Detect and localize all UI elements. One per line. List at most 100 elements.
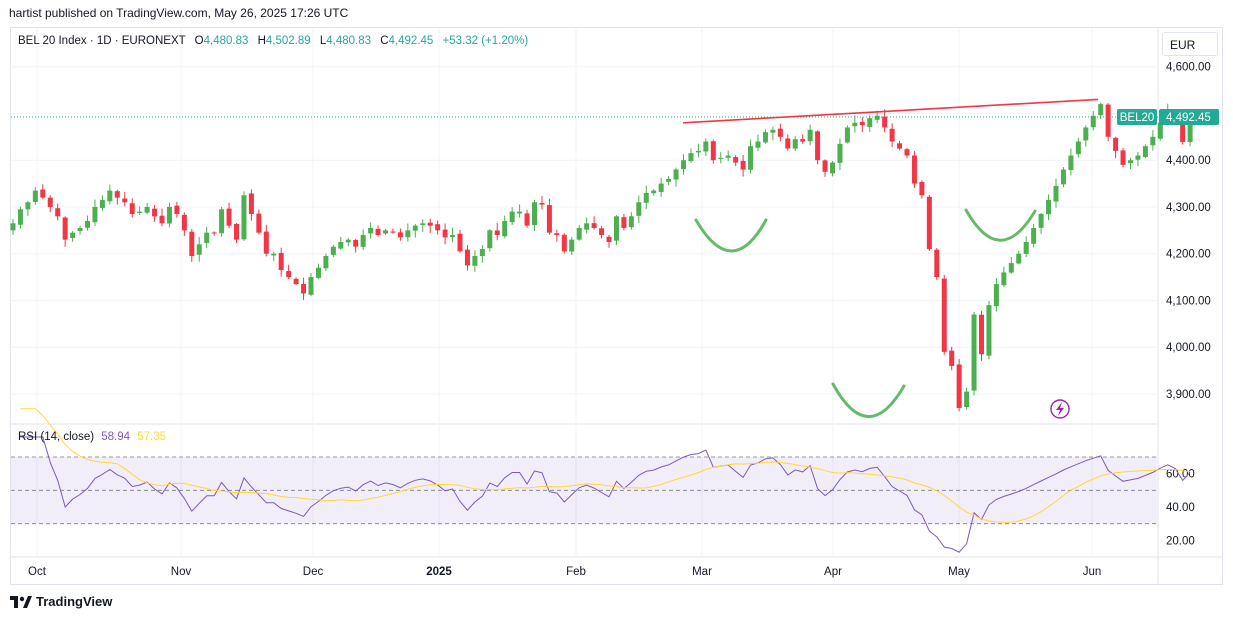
candle-body: [748, 146, 754, 170]
candle-body: [800, 139, 806, 142]
candle-body: [1180, 117, 1186, 142]
candle-body: [47, 197, 53, 207]
tradingview-logo[interactable]: TradingView: [10, 594, 112, 609]
candle-body: [472, 256, 478, 266]
candle-body: [166, 206, 172, 224]
candle-body: [695, 150, 701, 153]
candle-body: [25, 202, 31, 210]
price-tick-label: 3,900.00: [1166, 389, 1211, 401]
candle-body: [189, 231, 195, 257]
candle-body: [1187, 117, 1193, 143]
candle-body: [904, 149, 910, 156]
candle-body: [1135, 155, 1141, 160]
candle-body: [368, 227, 374, 234]
candle-body: [412, 225, 418, 231]
rsi-value: 58.94: [101, 431, 131, 443]
candle-body: [621, 217, 627, 228]
rsi-label[interactable]: RSI (14, close): [18, 431, 95, 443]
candle-body: [181, 214, 187, 231]
candle-body: [1053, 185, 1059, 202]
candle-body: [822, 160, 828, 172]
rsi-line: [20, 436, 1191, 553]
time-tick-label: May: [948, 566, 970, 578]
candle-body: [919, 181, 925, 196]
time-tick-label: Jun: [1083, 566, 1102, 578]
symbol-label[interactable]: BEL 20 Index · 1D · EURONEXT: [18, 35, 186, 47]
candle-body: [330, 246, 336, 255]
candle-body: [1098, 104, 1104, 116]
candle-body: [1113, 137, 1119, 151]
candle-body: [405, 230, 411, 238]
candle-body: [1150, 136, 1156, 146]
candle-body: [450, 235, 456, 238]
candle-body: [40, 189, 46, 198]
candle-body: [1120, 150, 1126, 165]
candle-body: [569, 239, 575, 252]
candle-body: [107, 190, 113, 202]
low-label: L: [319, 35, 327, 47]
candle-body: [718, 157, 724, 159]
candle-body: [1046, 199, 1052, 215]
change-value: +53.32 (+1.20%): [442, 35, 529, 47]
candle-body: [703, 141, 709, 152]
candle-body: [889, 128, 895, 142]
candle-body: [859, 121, 865, 126]
candle-body: [32, 190, 38, 202]
candle-body: [241, 195, 247, 240]
high-label: H: [257, 35, 266, 47]
candle-body: [785, 138, 791, 149]
candle-body: [949, 350, 955, 366]
candle-body: [129, 203, 135, 214]
candle-body: [487, 230, 493, 249]
candle-body: [606, 236, 612, 243]
time-tick-label: Nov: [171, 566, 192, 578]
candle-body: [10, 223, 16, 231]
candle-body: [390, 231, 396, 233]
symbol-tag-label: BEL20: [1120, 112, 1155, 124]
rsi-tick-label: 20.00: [1166, 535, 1195, 547]
candle-body: [733, 157, 739, 163]
candle-body: [1142, 146, 1148, 158]
series-legend: BEL 20 Index · 1D · EURONEXT O 4,480.83 H…: [18, 35, 528, 47]
time-tick-label: Dec: [303, 566, 324, 578]
candle-body: [1090, 115, 1096, 128]
close-label: C: [380, 35, 389, 47]
candle-body: [114, 191, 120, 198]
candle-body: [77, 227, 83, 231]
candle-body: [979, 314, 984, 355]
candle-body: [397, 232, 403, 238]
candle-body: [986, 305, 992, 356]
candle-body: [517, 211, 523, 214]
candle-body: [993, 284, 999, 307]
candle-body: [457, 233, 463, 252]
candle-body: [926, 196, 932, 250]
price-tick-label: 4,300.00: [1166, 202, 1211, 214]
candle-body: [591, 223, 597, 228]
candle-body: [479, 249, 485, 257]
candle-body: [435, 224, 441, 231]
candle-body: [323, 256, 329, 269]
rsi-ma-value: 57.35: [137, 431, 167, 443]
candle-body: [666, 178, 672, 182]
open-label: O: [194, 35, 204, 47]
low-value: 4,480.83: [326, 35, 372, 47]
candle-body: [964, 391, 970, 408]
candle-body: [934, 249, 940, 278]
candle-body: [755, 141, 761, 148]
last-price-tag: [1159, 108, 1219, 125]
candle-body: [383, 230, 388, 234]
candle-body: [524, 213, 530, 226]
candle-body: [1023, 242, 1029, 254]
candle-body: [442, 229, 448, 238]
candle-body: [815, 131, 821, 161]
candle-body: [897, 143, 903, 149]
rsi-legend: RSI (14, close) 58.94 57.35: [18, 431, 166, 443]
candle-body: [956, 364, 962, 408]
candle-body: [174, 205, 180, 214]
currency-selector[interactable]: EUR: [1162, 32, 1218, 56]
price-tick-label: 4,000.00: [1166, 342, 1211, 354]
candle-body: [502, 220, 508, 237]
candle-body: [971, 314, 977, 391]
candle-body: [1068, 155, 1074, 170]
